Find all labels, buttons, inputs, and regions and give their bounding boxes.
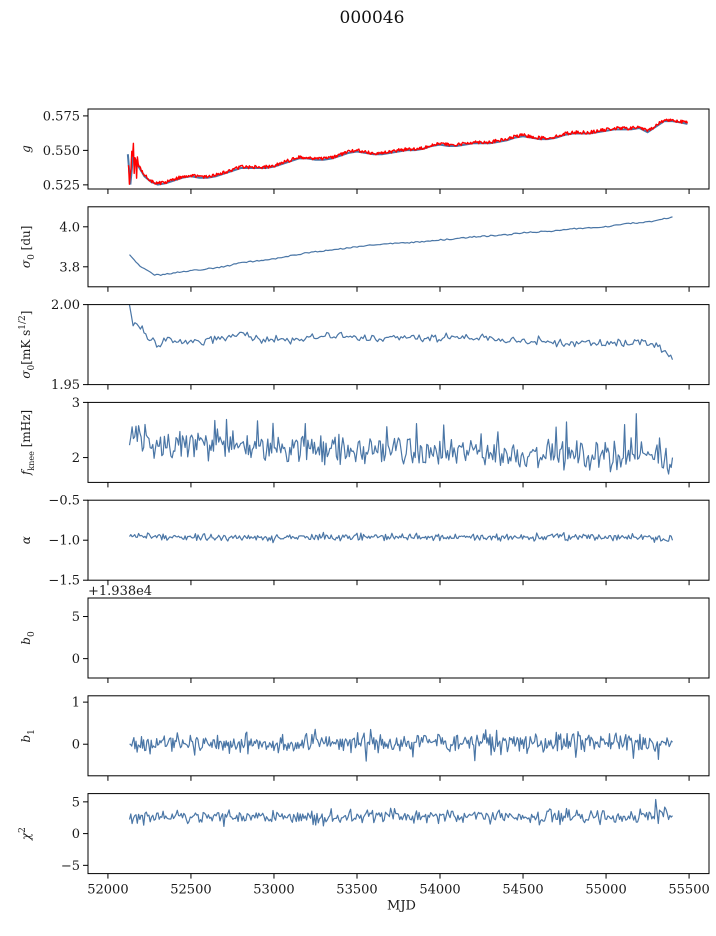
series-line [128,798,673,828]
x-tick-label: 54500 [502,883,543,898]
y-tick-label: 1 [72,696,80,711]
x-tick-label: 52000 [87,883,128,898]
panel-7: 0 1 b1 [19,695,710,781]
y-tick-label: 0.575 [43,109,80,124]
series-line [127,118,689,186]
axes-frame [87,597,710,679]
figure-title: 000046 [340,8,405,28]
y-tick-label: 5 [72,795,80,810]
axes-frame [87,108,710,190]
x-tick-label: 53000 [253,883,294,898]
panel-5: −1.5 −1.0 −0.5 α [19,494,710,589]
y-tick-label: 0.550 [43,144,80,159]
panel-2: 3.8 4.0 σ0 [du] [19,206,710,292]
y-tick-label: 1.95 [51,378,80,393]
x-tick-label: 54000 [419,883,460,898]
y-axis-label: g [19,145,33,153]
axes-frame [87,401,710,483]
panel-1: 0.525 0.550 0.575 g [19,108,710,194]
y-tick-label: 0 [72,738,80,753]
y-tick-label: 0 [72,827,80,842]
panel-8: −5 0 5 52000 52500 53000 53500 54000 54500 55000 5… [18,793,710,914]
axes-frame [87,499,710,581]
x-tick-label: 55500 [668,883,709,898]
y-axis-label: χ2 [18,827,33,841]
x-tick-label: 55000 [585,883,626,898]
y-tick-label: −1.0 [48,534,80,549]
y-tick-label: 2.00 [51,298,80,313]
y-tick-label: 4.0 [59,220,80,235]
panel-4: 2 3 fknee [mHz] [19,396,710,488]
panel-6: 0 5 b0 +1.938e4 [19,584,710,683]
y-tick-label: 0.525 [43,178,80,193]
axes-frame [87,793,710,875]
axes-frame [87,206,710,288]
y-tick-label: −5 [61,859,80,874]
y-tick-label: 3.8 [59,260,80,275]
y-tick-label: 0 [72,652,80,667]
y-tick-label: 2 [72,451,80,466]
y-tick-label: −1.5 [48,574,80,589]
axes-frame [87,695,710,777]
y-axis-label: σ0 [du] [19,226,37,269]
panel-3: 1.95 2.00 σ0[mK s1/2] [18,298,710,393]
y-tick-label: 5 [72,610,80,625]
series-line [128,304,674,360]
series-line [128,531,674,544]
y-axis-label: fknee [mHz] [19,410,36,476]
y-tick-label: 3 [72,396,80,411]
y-axis-label: α [19,536,33,544]
y-tick-label: −0.5 [48,494,80,509]
offset-label: +1.938e4 [88,584,152,599]
panels: 0.525 0.550 0.575 g 3.8 4.0 σ0 [du] 1.95 2.00 σ0[… [18,108,710,914]
x-axis-label: MJD [387,899,416,914]
y-axis-label: σ0[mK s1/2] [18,311,37,379]
axes-frame [87,304,710,386]
series-line [128,413,674,475]
x-tick-label: 53500 [336,883,377,898]
series-line [129,728,673,762]
x-tick-label: 52500 [170,883,211,898]
y-axis-label: b0 [19,631,37,645]
y-axis-label: b1 [19,729,37,742]
series-line [129,216,673,276]
